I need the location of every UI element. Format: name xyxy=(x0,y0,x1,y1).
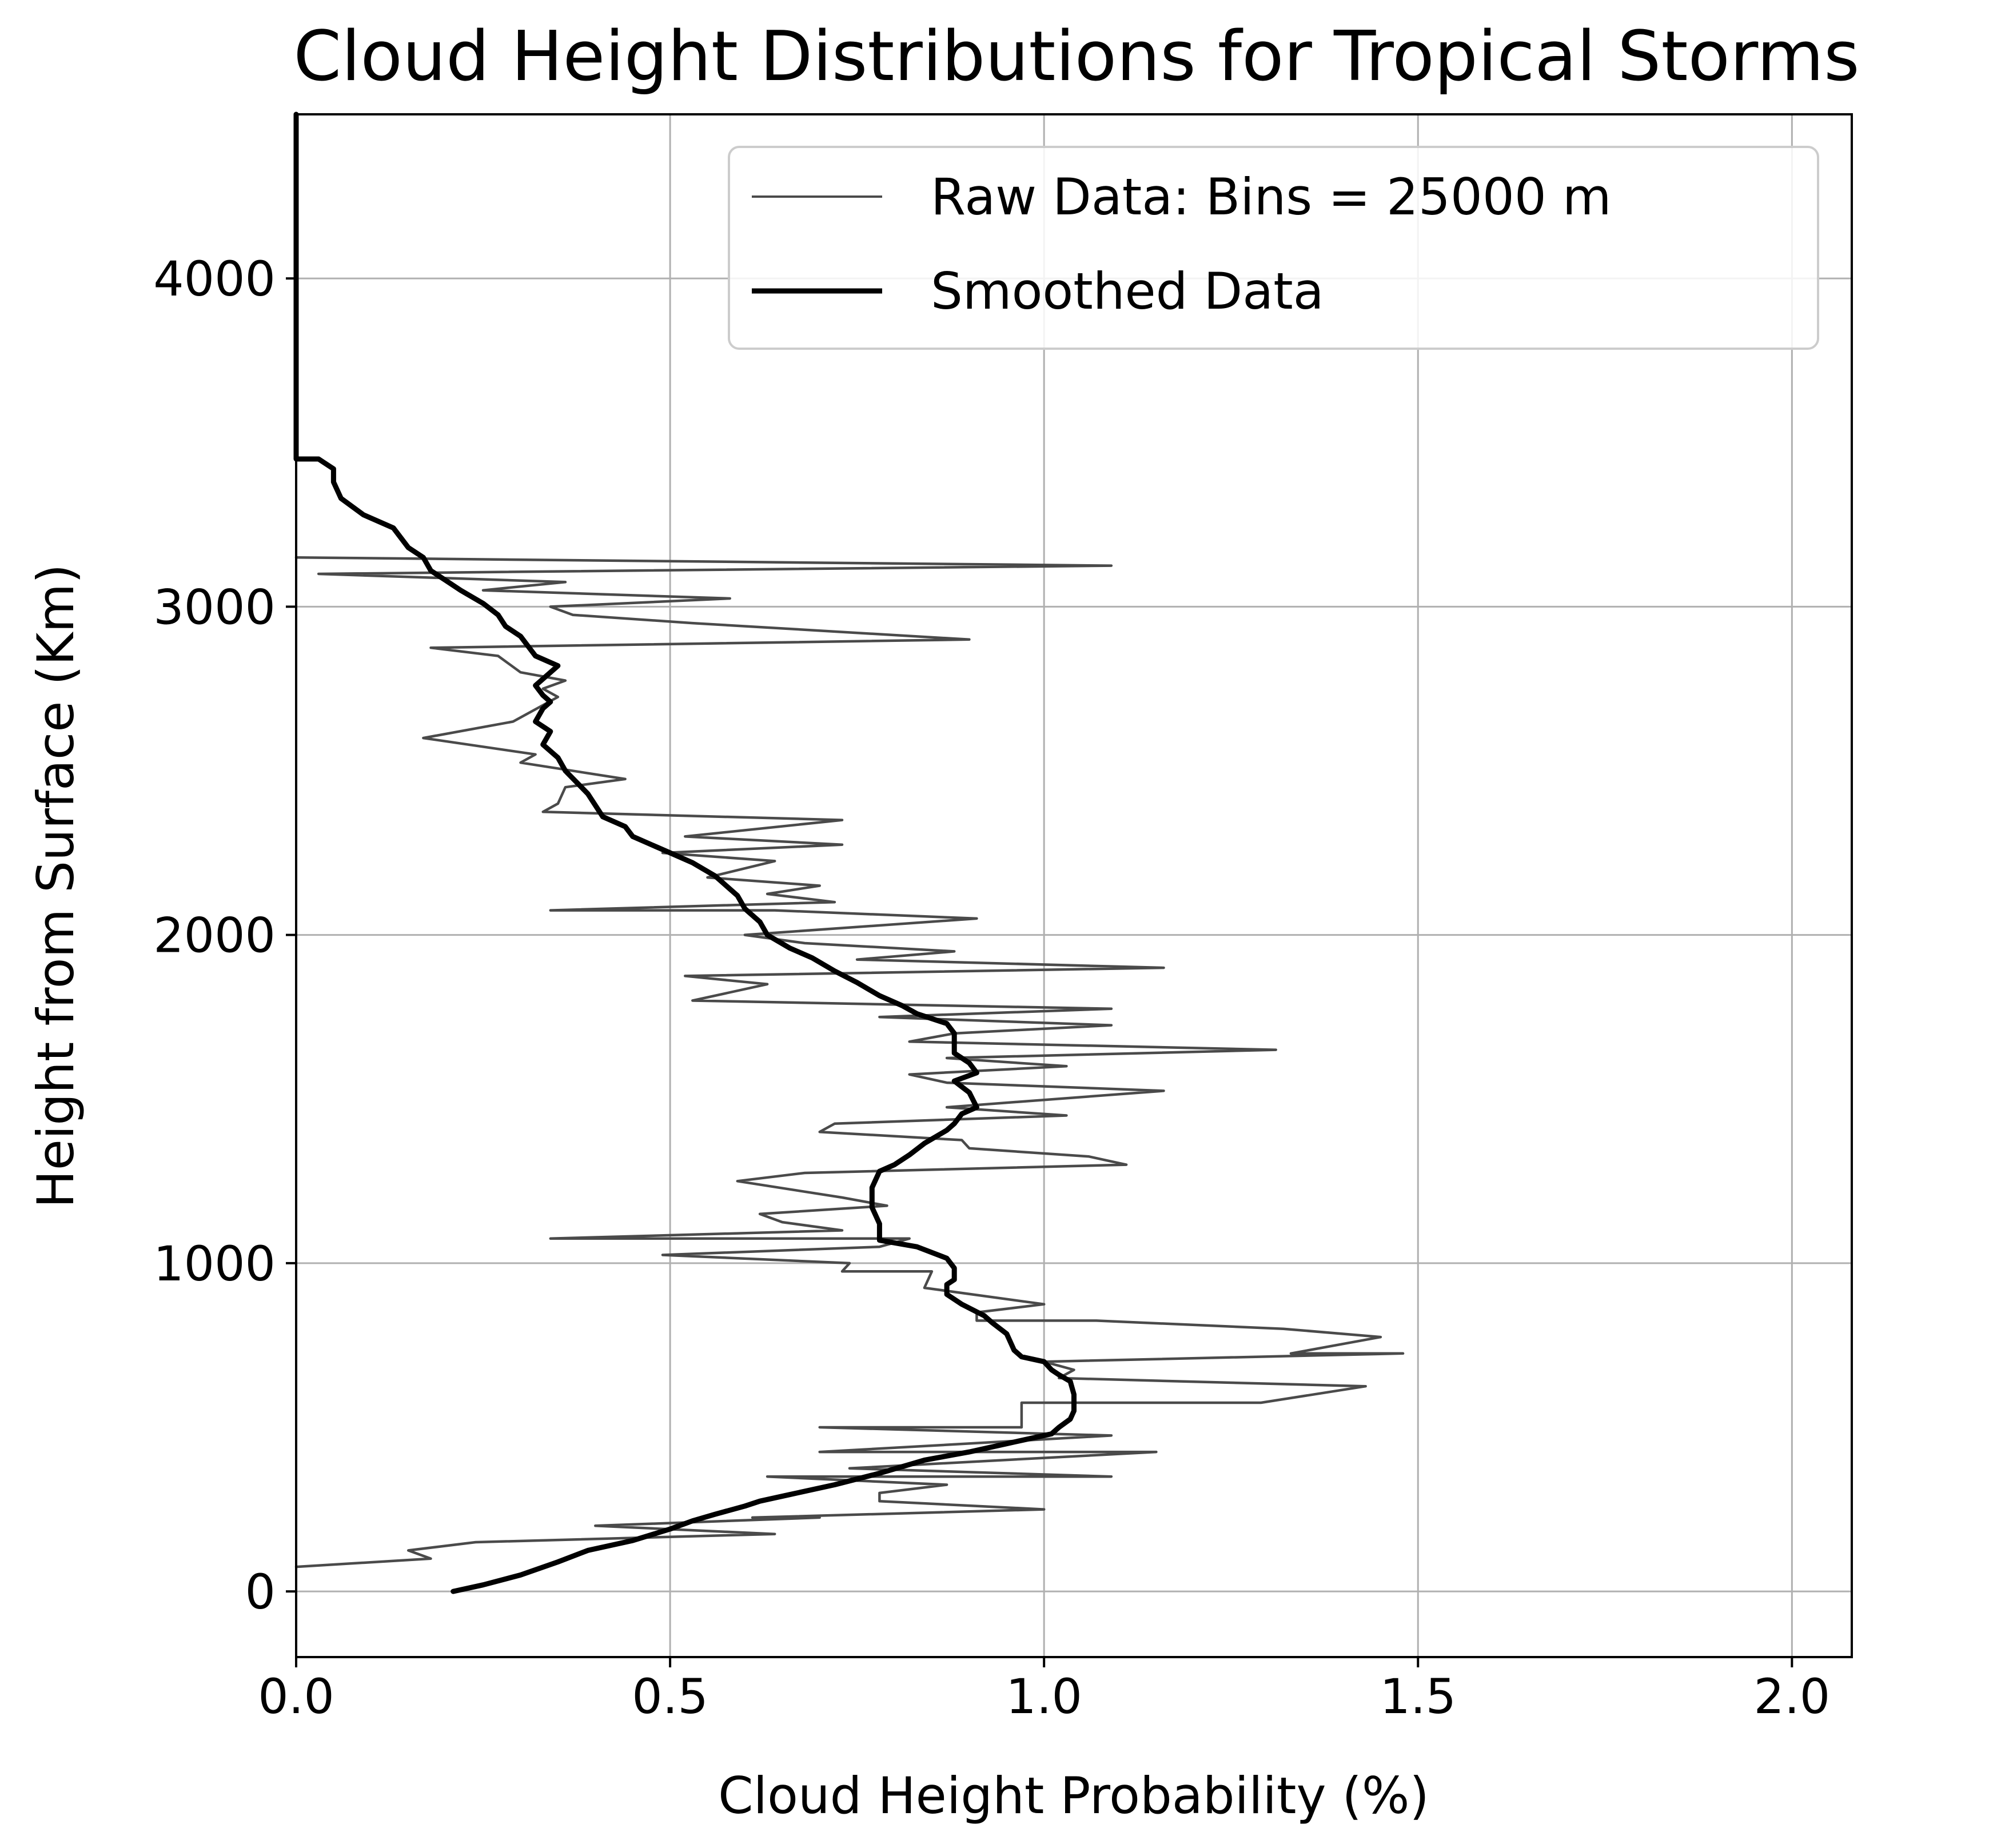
data-series xyxy=(293,111,1405,1594)
chart-title: Cloud Height Distributions for Tropical … xyxy=(293,17,1859,97)
y-axis-label: Height from Surface (Km) xyxy=(26,564,85,1208)
plot-frame xyxy=(295,113,1853,1658)
legend-label-smoothed: Smoothed Data xyxy=(931,262,1324,321)
x-tick-label: 1.0 xyxy=(1006,1669,1082,1725)
raw-data-line xyxy=(294,556,1405,1568)
y-tick-label: 0 xyxy=(245,1564,276,1620)
x-axis-label: Cloud Height Probability (%) xyxy=(718,1766,1429,1825)
x-tick-label: 0.0 xyxy=(258,1669,334,1725)
y-tick-label: 2000 xyxy=(153,908,276,964)
x-tick-label: 0.5 xyxy=(632,1669,708,1725)
legend: Raw Data: Bins = 25000 m Smoothed Data xyxy=(728,146,1819,350)
y-tick-label: 1000 xyxy=(153,1236,276,1292)
legend-label-raw: Raw Data: Bins = 25000 m xyxy=(931,167,1612,226)
x-tick-label: 2.0 xyxy=(1754,1669,1831,1725)
legend-box xyxy=(728,146,1819,350)
axis-ticks: 0.0 0.5 1.0 1.5 2.0 0 1000 2000 3000 4000 xyxy=(153,251,1830,1725)
x-tick-label: 1.5 xyxy=(1380,1669,1456,1725)
smoothed-data-line xyxy=(293,111,1077,1594)
y-tick-label: 4000 xyxy=(153,251,276,307)
y-tick-label: 3000 xyxy=(153,579,276,635)
